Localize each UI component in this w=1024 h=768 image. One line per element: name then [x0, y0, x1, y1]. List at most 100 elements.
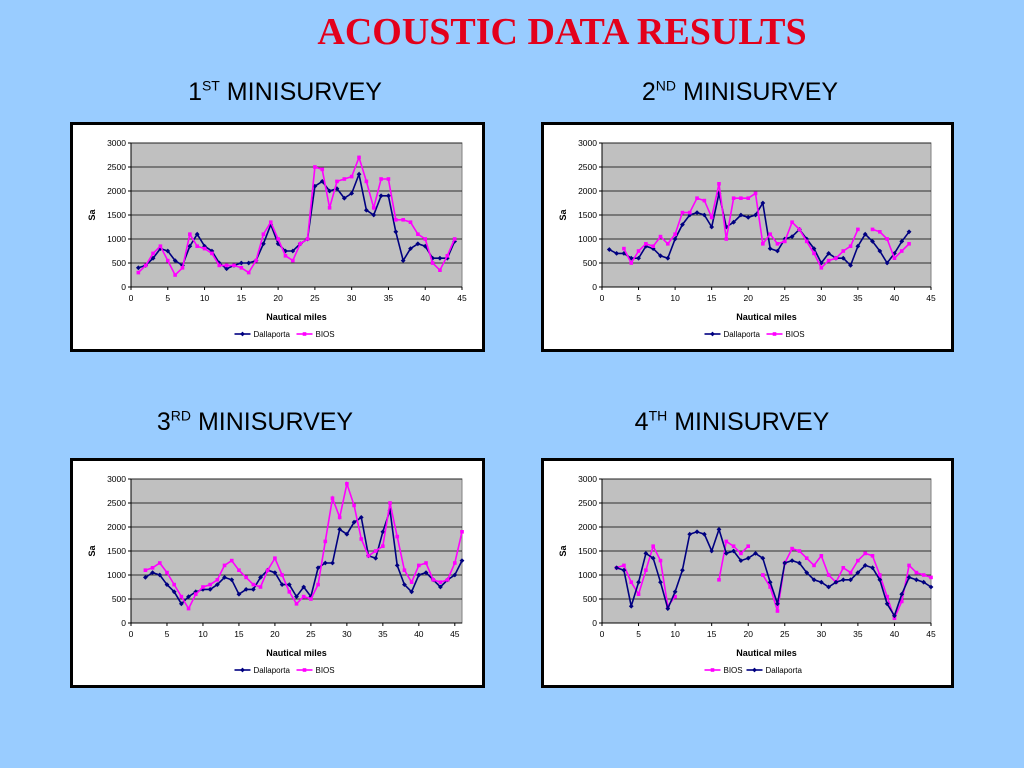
data-point-bios	[431, 578, 436, 582]
data-point-bios	[364, 179, 369, 184]
data-point-bios	[224, 263, 229, 268]
data-point-bios	[834, 256, 838, 260]
data-point-dallaporta	[884, 260, 890, 266]
legend-label: Dallaporta	[724, 330, 761, 339]
x-tick-label: 10	[200, 293, 210, 303]
x-axis-label: Nautical miles	[266, 648, 327, 658]
data-point-bios	[629, 580, 634, 584]
data-point-bios	[157, 561, 162, 565]
data-point-dallaporta	[341, 195, 347, 201]
data-point-dallaporta	[797, 560, 802, 566]
data-point-bios	[658, 234, 663, 239]
data-point-bios	[819, 266, 824, 270]
data-point-bios	[848, 244, 853, 248]
data-point-dallaporta	[378, 193, 384, 199]
y-tick-label: 500	[112, 594, 126, 604]
panel-title-number: 4	[634, 408, 649, 436]
data-point-bios	[841, 566, 846, 570]
data-point-bios	[899, 249, 904, 253]
data-point-bios	[804, 556, 809, 560]
y-axis-label: Sa	[558, 209, 568, 221]
panel-title-2: 2ND MINISURVEY	[530, 78, 950, 107]
data-point-dallaporta	[261, 241, 266, 247]
data-point-dallaporta	[373, 555, 379, 561]
data-point-dallaporta	[243, 587, 249, 592]
data-point-dallaporta	[157, 572, 163, 578]
x-tick-label: 30	[347, 293, 357, 303]
data-point-dallaporta	[356, 171, 362, 177]
data-point-bios	[179, 594, 184, 599]
data-point-dallaporta	[643, 551, 649, 556]
x-tick-label: 10	[670, 629, 680, 639]
x-tick-label: 45	[926, 293, 936, 303]
y-tick-label: 1000	[107, 234, 126, 244]
data-point-dallaporta	[222, 575, 227, 580]
data-point-dallaporta	[716, 527, 722, 532]
data-point-dallaporta	[344, 531, 350, 537]
data-point-bios	[186, 606, 191, 611]
y-tick-label: 3000	[107, 474, 126, 484]
data-point-bios	[644, 242, 648, 246]
data-point-bios	[280, 573, 284, 577]
data-point-dallaporta	[459, 558, 465, 563]
data-point-bios	[320, 167, 325, 172]
data-point-bios	[423, 237, 428, 241]
data-point-bios	[401, 218, 405, 222]
data-point-bios	[702, 198, 707, 203]
data-point-bios	[379, 177, 383, 181]
y-tick-label: 3000	[578, 474, 597, 484]
data-point-dallaporta	[351, 519, 357, 525]
data-point-bios	[151, 251, 155, 256]
data-point-dallaporta	[150, 255, 156, 261]
legend-label: BIOS	[786, 330, 805, 339]
data-point-bios	[804, 239, 809, 244]
data-point-bios	[424, 561, 428, 565]
legend-label: Dallaporta	[254, 330, 291, 339]
data-point-bios	[165, 258, 170, 263]
data-point-bios	[724, 539, 729, 544]
data-point-bios	[914, 570, 919, 575]
legend-marker-bios	[710, 668, 715, 672]
data-point-bios	[416, 232, 420, 236]
data-point-bios	[294, 602, 299, 606]
data-point-dallaporta	[268, 222, 274, 227]
data-point-dallaporta	[301, 584, 307, 590]
data-point-dallaporta	[892, 613, 897, 619]
data-point-bios	[885, 594, 889, 599]
data-point-dallaporta	[672, 589, 678, 595]
data-point-bios	[438, 580, 443, 584]
data-point-bios	[739, 551, 743, 556]
data-point-dallaporta	[150, 570, 155, 575]
data-point-dallaporta	[811, 577, 817, 583]
data-point-bios	[863, 551, 867, 556]
data-point-bios	[687, 210, 692, 215]
data-point-dallaporta	[290, 248, 296, 254]
x-tick-label: 25	[780, 629, 790, 639]
data-point-bios	[222, 563, 227, 568]
y-tick-label: 0	[121, 618, 126, 628]
data-point-dallaporta	[789, 558, 795, 563]
x-tick-label: 30	[817, 293, 827, 303]
data-point-dallaporta	[172, 258, 178, 263]
data-point-bios	[283, 254, 288, 258]
x-tick-label: 15	[234, 629, 244, 639]
data-point-bios	[782, 239, 787, 244]
data-point-dallaporta	[178, 601, 184, 607]
data-point-dallaporta	[862, 231, 868, 237]
x-tick-label: 40	[414, 629, 424, 639]
data-point-dallaporta	[672, 236, 678, 242]
data-point-bios	[892, 616, 897, 620]
data-point-bios	[301, 594, 306, 599]
chart-4th-minisurvey: 0 500 1000 1500 2000 2500 3000 0 5 10 15 20 25 30 35 40…	[541, 458, 954, 688]
data-point-bios	[438, 268, 442, 272]
data-point-dallaporta	[906, 229, 912, 235]
data-point-dallaporta	[286, 582, 292, 587]
x-tick-label: 25	[780, 293, 790, 303]
data-point-dallaporta	[775, 248, 780, 254]
data-point-dallaporta	[628, 603, 634, 609]
data-point-bios	[622, 246, 626, 251]
legend-marker-dallaporta	[240, 667, 245, 673]
data-point-bios	[417, 563, 421, 568]
data-point-bios	[217, 263, 222, 268]
y-tick-label: 1500	[107, 210, 126, 220]
